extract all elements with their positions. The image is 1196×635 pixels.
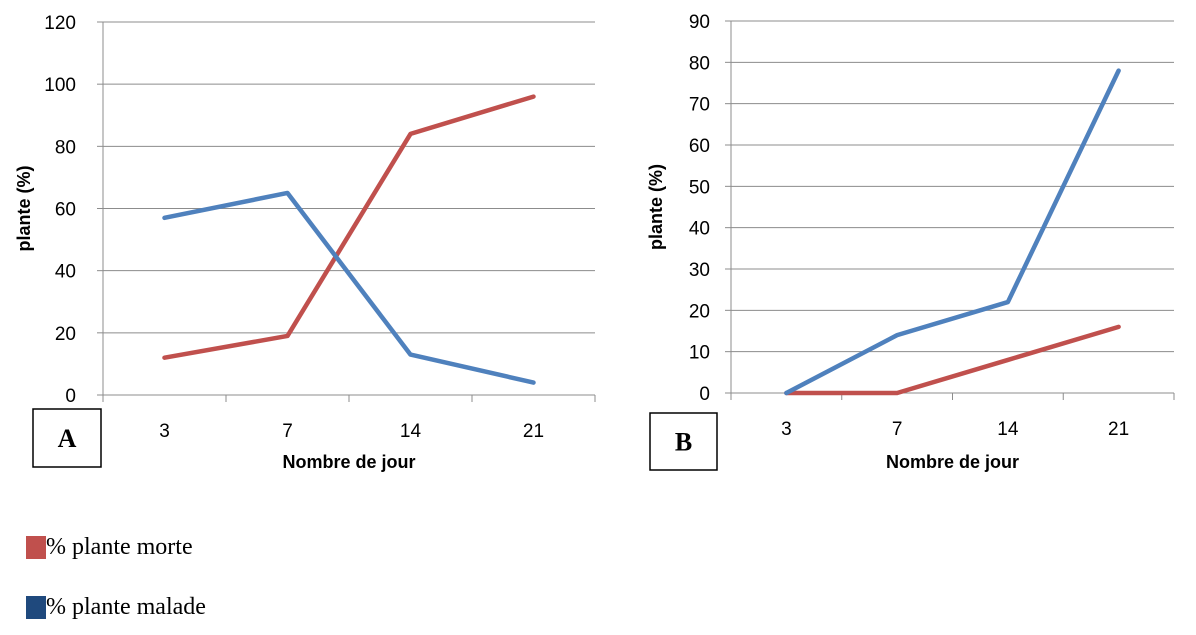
legend-label-morte: % plante morte [46,534,193,560]
x-tick-label: 14 [400,421,422,442]
x-tick-label: 3 [159,421,170,442]
x-tick-label: 7 [282,421,293,442]
y-axis-title: plante (%) [14,165,34,251]
x-tick-label: 21 [1108,419,1129,440]
y-tick-label: 20 [55,324,76,345]
y-tick-label: 40 [689,219,710,240]
y-tick-label: 80 [689,53,710,74]
y-tick-label: 0 [65,386,76,407]
x-tick-label: 7 [892,419,903,440]
x-tick-label: 21 [523,421,544,442]
y-axis-title: plante (%) [646,164,666,250]
series-line-morte [162,94,536,360]
panel-label: A [58,424,77,453]
y-tick-label: 50 [689,177,710,198]
y-tick-label: 90 [689,12,710,33]
legend-swatch-morte [26,535,46,559]
y-tick-label: 120 [44,13,76,34]
y-tick-label: 30 [689,260,710,281]
x-tick-label: 14 [997,419,1019,440]
series-line-malade [784,68,1121,396]
legend-item-morte: % plante morte [26,532,193,562]
y-tick-label: 60 [689,136,710,157]
y-tick-label: 80 [55,137,76,158]
y-tick-label: 100 [44,75,76,96]
legend-swatch-malade [26,595,46,619]
series-line-malade [162,190,536,385]
x-axis-title: Nombre de jour [282,452,415,472]
y-tick-label: 60 [55,200,76,221]
legend-label-malade: % plante malade [46,594,206,620]
chart-b: 0 10 20 30 40 50 60 70 80 90 3 7 14 21 Nombre de jour p… [646,12,1175,472]
panel-label-box [32,408,102,468]
y-tick-label: 70 [689,95,710,116]
y-tick-label: 20 [689,301,710,322]
legend-item-malade: % plante malade [26,592,206,622]
y-tick-label: 10 [689,343,710,364]
y-tick-label: 40 [55,262,76,283]
x-tick-label: 3 [781,419,792,440]
series-line-morte [784,324,1121,396]
panel-label: B [675,428,692,457]
y-tick-label: 0 [699,384,710,405]
chart-a: 0 20 40 60 80 100 120 3 7 14 21 Nombre de jour plant… [14,13,596,472]
x-axis-title: Nombre de jour [886,452,1019,472]
panel-label-box [649,412,718,471]
